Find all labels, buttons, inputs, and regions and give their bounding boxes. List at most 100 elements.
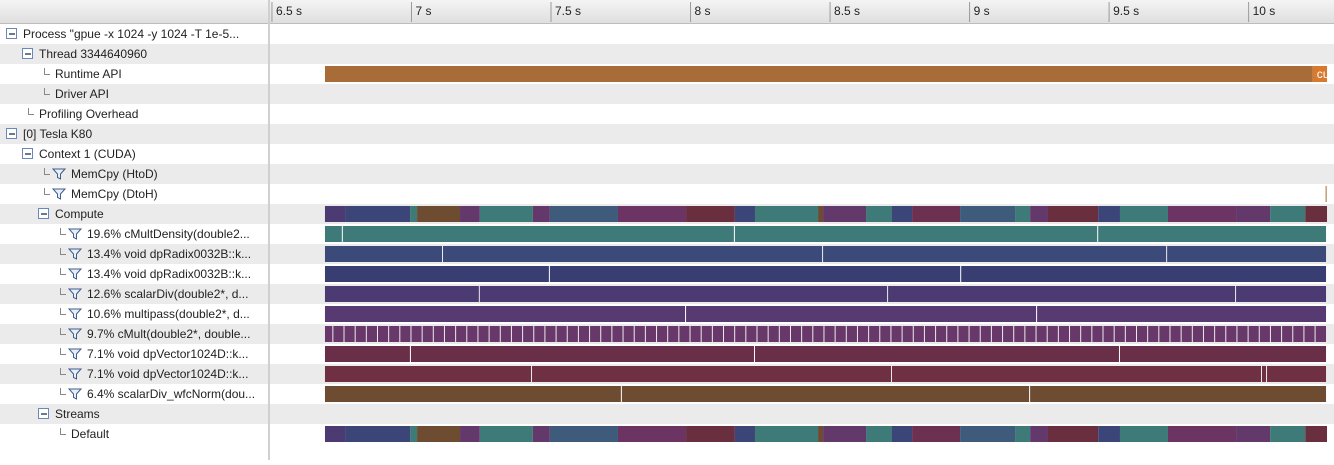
activity-bar[interactable] bbox=[456, 326, 467, 342]
activity-bar[interactable] bbox=[601, 326, 612, 342]
row-label[interactable]: MemCpy (DtoH) bbox=[71, 187, 158, 201]
activity-bar[interactable] bbox=[460, 426, 480, 442]
activity-bar[interactable] bbox=[866, 206, 892, 222]
activity-bar[interactable] bbox=[1119, 426, 1168, 442]
activity-bar[interactable] bbox=[734, 426, 755, 442]
activity-bar[interactable] bbox=[757, 326, 768, 342]
activity-bar[interactable] bbox=[891, 326, 902, 342]
filter-icon[interactable] bbox=[51, 168, 67, 180]
activity-bar[interactable] bbox=[701, 326, 712, 342]
row-label[interactable]: 13.4% void dpRadix0032B::k... bbox=[87, 267, 251, 281]
row-label[interactable]: Runtime API bbox=[55, 67, 122, 81]
activity-bar[interactable] bbox=[1167, 246, 1327, 262]
activity-bar[interactable] bbox=[1098, 226, 1327, 242]
activity-bar[interactable] bbox=[1315, 326, 1327, 342]
activity-bar[interactable] bbox=[823, 426, 867, 442]
activity-bar[interactable] bbox=[668, 326, 679, 342]
activity-bar[interactable] bbox=[961, 266, 1327, 282]
activity-bar[interactable] bbox=[612, 326, 623, 342]
activity-bar[interactable] bbox=[686, 426, 735, 442]
filter-icon[interactable] bbox=[67, 288, 83, 300]
activity-bar[interactable] bbox=[888, 286, 1236, 302]
activity-bar[interactable] bbox=[891, 426, 913, 442]
activity-bar[interactable] bbox=[1192, 326, 1203, 342]
activity-bar[interactable] bbox=[1047, 326, 1058, 342]
activity-bar[interactable] bbox=[1305, 426, 1328, 442]
activity-bar[interactable] bbox=[324, 426, 346, 442]
activity-bar[interactable] bbox=[913, 326, 924, 342]
activity-bar[interactable] bbox=[958, 326, 969, 342]
activity-bar[interactable] bbox=[444, 326, 456, 342]
activity-bar[interactable] bbox=[567, 326, 578, 342]
activity-bar[interactable] bbox=[1047, 426, 1099, 442]
row-label[interactable]: MemCpy (HtoD) bbox=[71, 167, 158, 181]
activity-bar[interactable] bbox=[578, 326, 590, 342]
activity-bar[interactable] bbox=[617, 426, 687, 442]
row-label[interactable]: Driver API bbox=[55, 87, 109, 101]
activity-bar[interactable] bbox=[802, 326, 813, 342]
activity-bar[interactable] bbox=[823, 206, 867, 222]
activity-bar[interactable] bbox=[924, 326, 936, 342]
activity-bar[interactable] bbox=[324, 266, 549, 282]
activity-bar[interactable] bbox=[500, 326, 511, 342]
activity-bar[interactable] bbox=[549, 426, 618, 442]
activity-bar[interactable] bbox=[813, 326, 824, 342]
activity-bar[interactable] bbox=[1248, 326, 1259, 342]
activity-bar[interactable] bbox=[1025, 326, 1036, 342]
activity-bar[interactable] bbox=[960, 426, 1016, 442]
activity-bar[interactable] bbox=[686, 306, 1037, 322]
activity-bar[interactable] bbox=[936, 326, 947, 342]
activity-bar[interactable] bbox=[523, 326, 534, 342]
activity-bar[interactable] bbox=[460, 206, 480, 222]
activity-bar[interactable] bbox=[1203, 326, 1215, 342]
activity-bar[interactable] bbox=[1015, 206, 1031, 222]
activity-bar[interactable] bbox=[1015, 426, 1031, 442]
row-label[interactable]: [0] Tesla K80 bbox=[23, 127, 92, 141]
activity-bar[interactable] bbox=[1226, 326, 1237, 342]
filter-icon[interactable] bbox=[67, 308, 83, 320]
activity-bar[interactable] bbox=[891, 366, 1262, 382]
activity-bar[interactable] bbox=[869, 326, 880, 342]
activity-bar[interactable] bbox=[1167, 206, 1237, 222]
activity-bar[interactable] bbox=[734, 206, 755, 222]
activity-bar[interactable] bbox=[1114, 326, 1125, 342]
row-label[interactable]: Default bbox=[71, 427, 110, 441]
activity-bar[interactable] bbox=[1270, 426, 1306, 442]
activity-bar[interactable] bbox=[818, 206, 824, 222]
activity-bar[interactable] bbox=[1312, 66, 1328, 82]
activity-bar[interactable] bbox=[1236, 426, 1271, 442]
activity-bar[interactable] bbox=[991, 326, 1003, 342]
activity-bar[interactable] bbox=[324, 206, 346, 222]
activity-bar[interactable] bbox=[345, 206, 411, 222]
activity-bar[interactable] bbox=[400, 326, 411, 342]
activity-bar[interactable] bbox=[1119, 346, 1327, 362]
activity-bar[interactable] bbox=[712, 326, 724, 342]
activity-bar[interactable] bbox=[556, 326, 567, 342]
filter-icon[interactable] bbox=[67, 388, 83, 400]
activity-bar[interactable] bbox=[1170, 326, 1181, 342]
activity-bar[interactable] bbox=[1092, 326, 1103, 342]
row-label[interactable]: 7.1% void dpVector1024D::k... bbox=[87, 347, 248, 361]
activity-bar[interactable] bbox=[377, 326, 389, 342]
activity-bar[interactable] bbox=[824, 326, 835, 342]
activity-bar[interactable] bbox=[1058, 326, 1070, 342]
activity-bar[interactable] bbox=[1136, 326, 1148, 342]
activity-bar[interactable] bbox=[657, 326, 668, 342]
activity-bar[interactable] bbox=[724, 326, 735, 342]
activity-bar[interactable] bbox=[969, 326, 980, 342]
splitter[interactable] bbox=[268, 0, 270, 460]
activity-bar[interactable] bbox=[1070, 326, 1081, 342]
activity-bar[interactable] bbox=[1237, 326, 1248, 342]
activity-bar[interactable] bbox=[679, 326, 690, 342]
activity-bar[interactable] bbox=[634, 326, 645, 342]
filter-icon[interactable] bbox=[67, 228, 83, 240]
activity-bar[interactable] bbox=[754, 426, 819, 442]
activity-bar[interactable] bbox=[1236, 206, 1271, 222]
row-label[interactable]: 7.1% void dpVector1024D::k... bbox=[87, 367, 248, 381]
activity-bar[interactable] bbox=[549, 266, 961, 282]
activity-bar[interactable] bbox=[645, 326, 657, 342]
activity-bar[interactable] bbox=[1036, 326, 1047, 342]
activity-bar[interactable] bbox=[779, 326, 790, 342]
activity-bar[interactable] bbox=[410, 206, 418, 222]
activity-bar[interactable] bbox=[1098, 206, 1120, 222]
